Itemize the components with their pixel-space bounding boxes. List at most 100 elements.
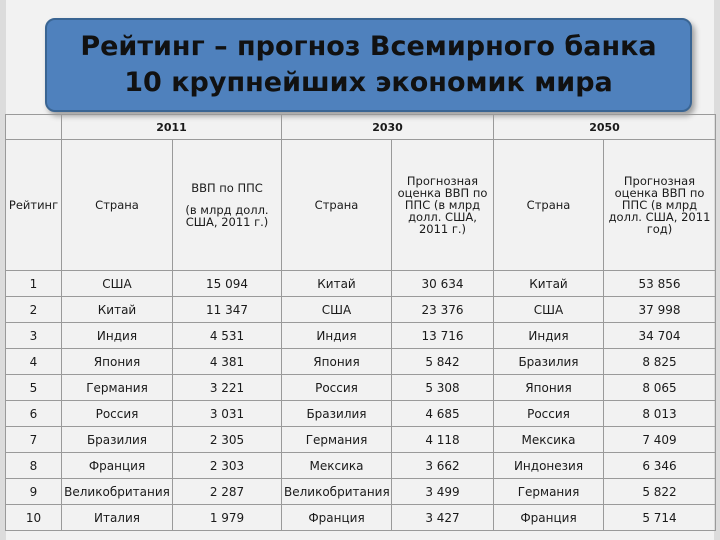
country-2030-cell: Япония <box>281 348 392 375</box>
gdp-2050-cell: 8 825 <box>603 348 716 375</box>
country-2011-cell: Франция <box>61 452 173 479</box>
country-2050-cell: Германия <box>493 478 604 505</box>
gdp-2011-header-line2: (в млрд долл. США, 2011 г.) <box>185 203 269 229</box>
table-row: 10 Италия 1 979 Франция 3 427 Франция 5 714 <box>5 504 716 531</box>
gdp-2050-cell: 8 013 <box>603 400 716 427</box>
country-2011-cell: Россия <box>61 400 173 427</box>
table-row: 2 Китай 11 347 США 23 376 США 37 998 <box>5 296 716 323</box>
country-2030-cell: Германия <box>281 426 392 453</box>
country-2050-cell: Россия <box>493 400 604 427</box>
gdp-2050-cell: 7 409 <box>603 426 716 453</box>
country-2011-cell: Япония <box>61 348 173 375</box>
rank-cell: 1 <box>5 270 62 297</box>
gdp-2030-cell: 13 716 <box>391 322 494 349</box>
gdp-2011-cell: 2 305 <box>172 426 282 453</box>
title-banner: Рейтинг – прогноз Всемирного банка 10 кр… <box>45 18 692 112</box>
gdp-2030-cell: 5 308 <box>391 374 494 401</box>
country-2050-cell: Индия <box>493 322 604 349</box>
country-2030-header: Страна <box>281 139 392 271</box>
rank-cell: 9 <box>5 478 62 505</box>
country-2050-cell: Япония <box>493 374 604 401</box>
country-2011-header: Страна <box>61 139 173 271</box>
country-2050-cell: Мексика <box>493 426 604 453</box>
rank-cell: 4 <box>5 348 62 375</box>
country-2030-cell: Китай <box>281 270 392 297</box>
country-2030-cell: Индия <box>281 322 392 349</box>
gdp-2050-cell: 34 704 <box>603 322 716 349</box>
gdp-2011-cell: 4 381 <box>172 348 282 375</box>
rank-cell: 10 <box>5 504 62 531</box>
gdp-2011-header: ВВП по ППС (в млрд долл. США, 2011 г.) <box>172 139 282 271</box>
ranking-table: 2011 2030 2050 Рейтинг Страна ВВП по ППС… <box>5 114 716 531</box>
gdp-2050-cell: 5 822 <box>603 478 716 505</box>
country-2030-cell: Мексика <box>281 452 392 479</box>
slide-border-left <box>0 0 6 540</box>
country-2030-cell: Бразилия <box>281 400 392 427</box>
gdp-2011-header-line1: ВВП по ППС <box>191 181 263 195</box>
table-row: 5 Германия 3 221 Россия 5 308 Япония 8 065 <box>5 374 716 401</box>
country-2011-cell: Индия <box>61 322 173 349</box>
country-2050-cell: Индонезия <box>493 452 604 479</box>
title-line-1: Рейтинг – прогноз Всемирного банка <box>80 31 657 62</box>
country-2030-cell: США <box>281 296 392 323</box>
gdp-2011-cell: 2 303 <box>172 452 282 479</box>
years-header-row: 2011 2030 2050 <box>5 114 716 140</box>
gdp-2030-cell: 3 427 <box>391 504 494 531</box>
country-2011-cell: Бразилия <box>61 426 173 453</box>
rank-cell: 5 <box>5 374 62 401</box>
gdp-2011-cell: 3 031 <box>172 400 282 427</box>
gdp-2050-cell: 8 065 <box>603 374 716 401</box>
column-header-row: Рейтинг Страна ВВП по ППС (в млрд долл. … <box>5 139 716 271</box>
gdp-2030-cell: 30 634 <box>391 270 494 297</box>
country-2050-cell: Китай <box>493 270 604 297</box>
country-2050-cell: Франция <box>493 504 604 531</box>
table-row: 4 Япония 4 381 Япония 5 842 Бразилия 8 825 <box>5 348 716 375</box>
gdp-2011-cell: 11 347 <box>172 296 282 323</box>
gdp-2050-cell: 53 856 <box>603 270 716 297</box>
rank-cell: 2 <box>5 296 62 323</box>
country-2030-cell: Россия <box>281 374 392 401</box>
table-row: 9 Великобритания 2 287 Великобритания 3 499 Г… <box>5 478 716 505</box>
country-2011-cell: Великобритания <box>61 478 173 505</box>
rank-header: Рейтинг <box>5 139 62 271</box>
rank-cell: 6 <box>5 400 62 427</box>
country-2030-cell: Франция <box>281 504 392 531</box>
country-2011-cell: Германия <box>61 374 173 401</box>
gdp-2030-cell: 4 685 <box>391 400 494 427</box>
gdp-2011-cell: 4 531 <box>172 322 282 349</box>
table-body: 1 США 15 094 Китай 30 634 Китай 53 856 2 Китай 11… <box>5 270 716 531</box>
country-2011-cell: Китай <box>61 296 173 323</box>
table-row: 7 Бразилия 2 305 Германия 4 118 Мексика 7 409 <box>5 426 716 453</box>
table-row: 8 Франция 2 303 Мексика 3 662 Индонезия 6 346 <box>5 452 716 479</box>
country-2030-cell: Великобритания <box>281 478 392 505</box>
country-2011-cell: Италия <box>61 504 173 531</box>
rank-cell: 8 <box>5 452 62 479</box>
rank-cell: 3 <box>5 322 62 349</box>
title-line-2: 10 крупнейших экономик мира <box>124 67 613 98</box>
gdp-2050-header: Прогнозная оценка ВВП по ППС (в млрд дол… <box>603 139 716 271</box>
gdp-2030-cell: 3 662 <box>391 452 494 479</box>
gdp-2030-cell: 5 842 <box>391 348 494 375</box>
rank-cell: 7 <box>5 426 62 453</box>
gdp-2030-header: Прогнозная оценка ВВП по ППС (в млрд дол… <box>391 139 494 271</box>
table-row: 1 США 15 094 Китай 30 634 Китай 53 856 <box>5 270 716 297</box>
gdp-2030-cell: 4 118 <box>391 426 494 453</box>
gdp-2030-cell: 23 376 <box>391 296 494 323</box>
years-empty-cell <box>5 114 62 140</box>
gdp-2011-cell: 1 979 <box>172 504 282 531</box>
slide-border-right <box>714 0 720 540</box>
country-2050-cell: Бразилия <box>493 348 604 375</box>
year-2050-header: 2050 <box>493 114 716 140</box>
gdp-2050-cell: 5 714 <box>603 504 716 531</box>
table-row: 6 Россия 3 031 Бразилия 4 685 Россия 8 013 <box>5 400 716 427</box>
year-2011-header: 2011 <box>61 114 282 140</box>
gdp-2011-cell: 15 094 <box>172 270 282 297</box>
gdp-2011-cell: 3 221 <box>172 374 282 401</box>
gdp-2050-cell: 6 346 <box>603 452 716 479</box>
country-2011-cell: США <box>61 270 173 297</box>
gdp-2050-cell: 37 998 <box>603 296 716 323</box>
gdp-2030-cell: 3 499 <box>391 478 494 505</box>
table-row: 3 Индия 4 531 Индия 13 716 Индия 34 704 <box>5 322 716 349</box>
gdp-2011-cell: 2 287 <box>172 478 282 505</box>
country-2050-cell: США <box>493 296 604 323</box>
